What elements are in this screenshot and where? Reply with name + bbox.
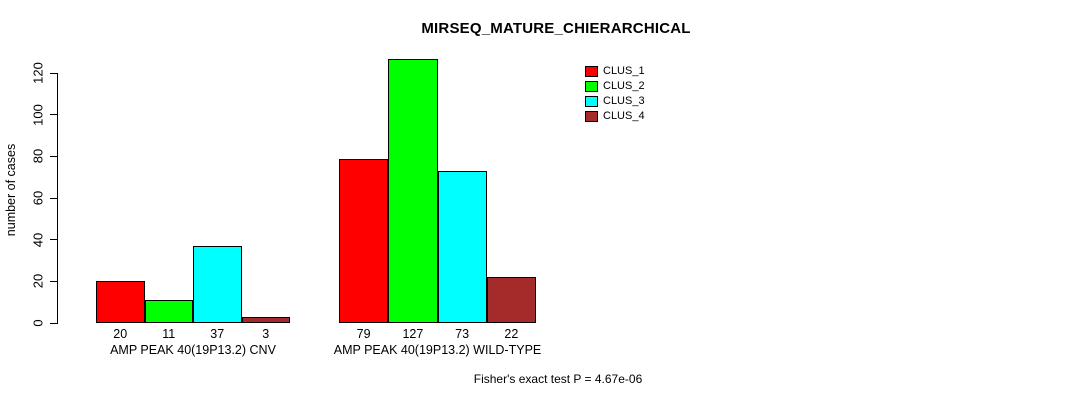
bar-clus_3-group2: [437, 171, 487, 323]
legend-label: CLUS_4: [603, 110, 645, 122]
chart-title: MIRSEQ_MATURE_CHIERARCHICAL: [421, 20, 691, 37]
bar-clus_1-group1: [96, 281, 145, 323]
bar-value-label: 79: [356, 327, 371, 341]
y-tick: [50, 72, 58, 74]
y-tick-label: 120: [30, 62, 46, 85]
legend-item-clus_3: CLUS_3: [585, 95, 725, 109]
y-tick-label: 20: [30, 274, 46, 289]
y-tick-label: 100: [30, 103, 46, 126]
legend-swatch-icon: [585, 111, 598, 122]
fisher-test-annotation: Fisher's exact test P = 4.67e-06: [473, 372, 643, 386]
bar-clus_2-group1: [144, 300, 193, 323]
x-axis-group-label: AMP PEAK 40(19P13.2) WILD-TYPE: [333, 343, 542, 357]
bar-clus_3-group1: [193, 245, 242, 323]
bar-value-label: 22: [504, 327, 519, 341]
bar-value-label: 127: [402, 327, 424, 341]
y-tick-label: 40: [30, 232, 46, 247]
legend-label: CLUS_1: [603, 65, 645, 77]
legend-item-clus_2: CLUS_2: [585, 80, 725, 94]
y-tick: [50, 155, 58, 157]
y-tick: [50, 239, 58, 241]
bar-clus_4-group2: [486, 277, 536, 323]
y-tick: [50, 322, 58, 324]
x-axis-group-label: AMP PEAK 40(19P13.2) CNV: [110, 343, 276, 357]
bar-clus_2-group2: [388, 58, 438, 323]
bar-clus_4-group1: [241, 316, 290, 323]
y-tick-label: 60: [30, 190, 46, 206]
y-axis-title: number of cases: [4, 143, 18, 237]
legend-swatch-icon: [585, 66, 598, 77]
y-tick: [50, 114, 58, 116]
bar-value-label: 11: [162, 327, 176, 341]
bar-value-label: 20: [113, 327, 128, 341]
bar-clus_1-group2: [339, 158, 389, 323]
bar-value-label: 73: [455, 327, 470, 341]
bar-value-label: 3: [262, 327, 270, 341]
legend-label: CLUS_3: [603, 95, 645, 107]
y-tick-label: 80: [30, 149, 46, 164]
y-tick: [50, 197, 58, 199]
bar-value-label: 37: [210, 327, 225, 341]
legend: CLUS_1 CLUS_2 CLUS_3 CLUS_4: [585, 65, 725, 136]
y-tick: [50, 280, 58, 282]
y-tick-label: 0: [30, 319, 46, 327]
legend-item-clus_4: CLUS_4: [585, 110, 725, 124]
legend-item-clus_1: CLUS_1: [585, 65, 725, 79]
legend-label: CLUS_2: [603, 80, 645, 92]
legend-swatch-icon: [585, 81, 598, 92]
legend-swatch-icon: [585, 96, 598, 107]
